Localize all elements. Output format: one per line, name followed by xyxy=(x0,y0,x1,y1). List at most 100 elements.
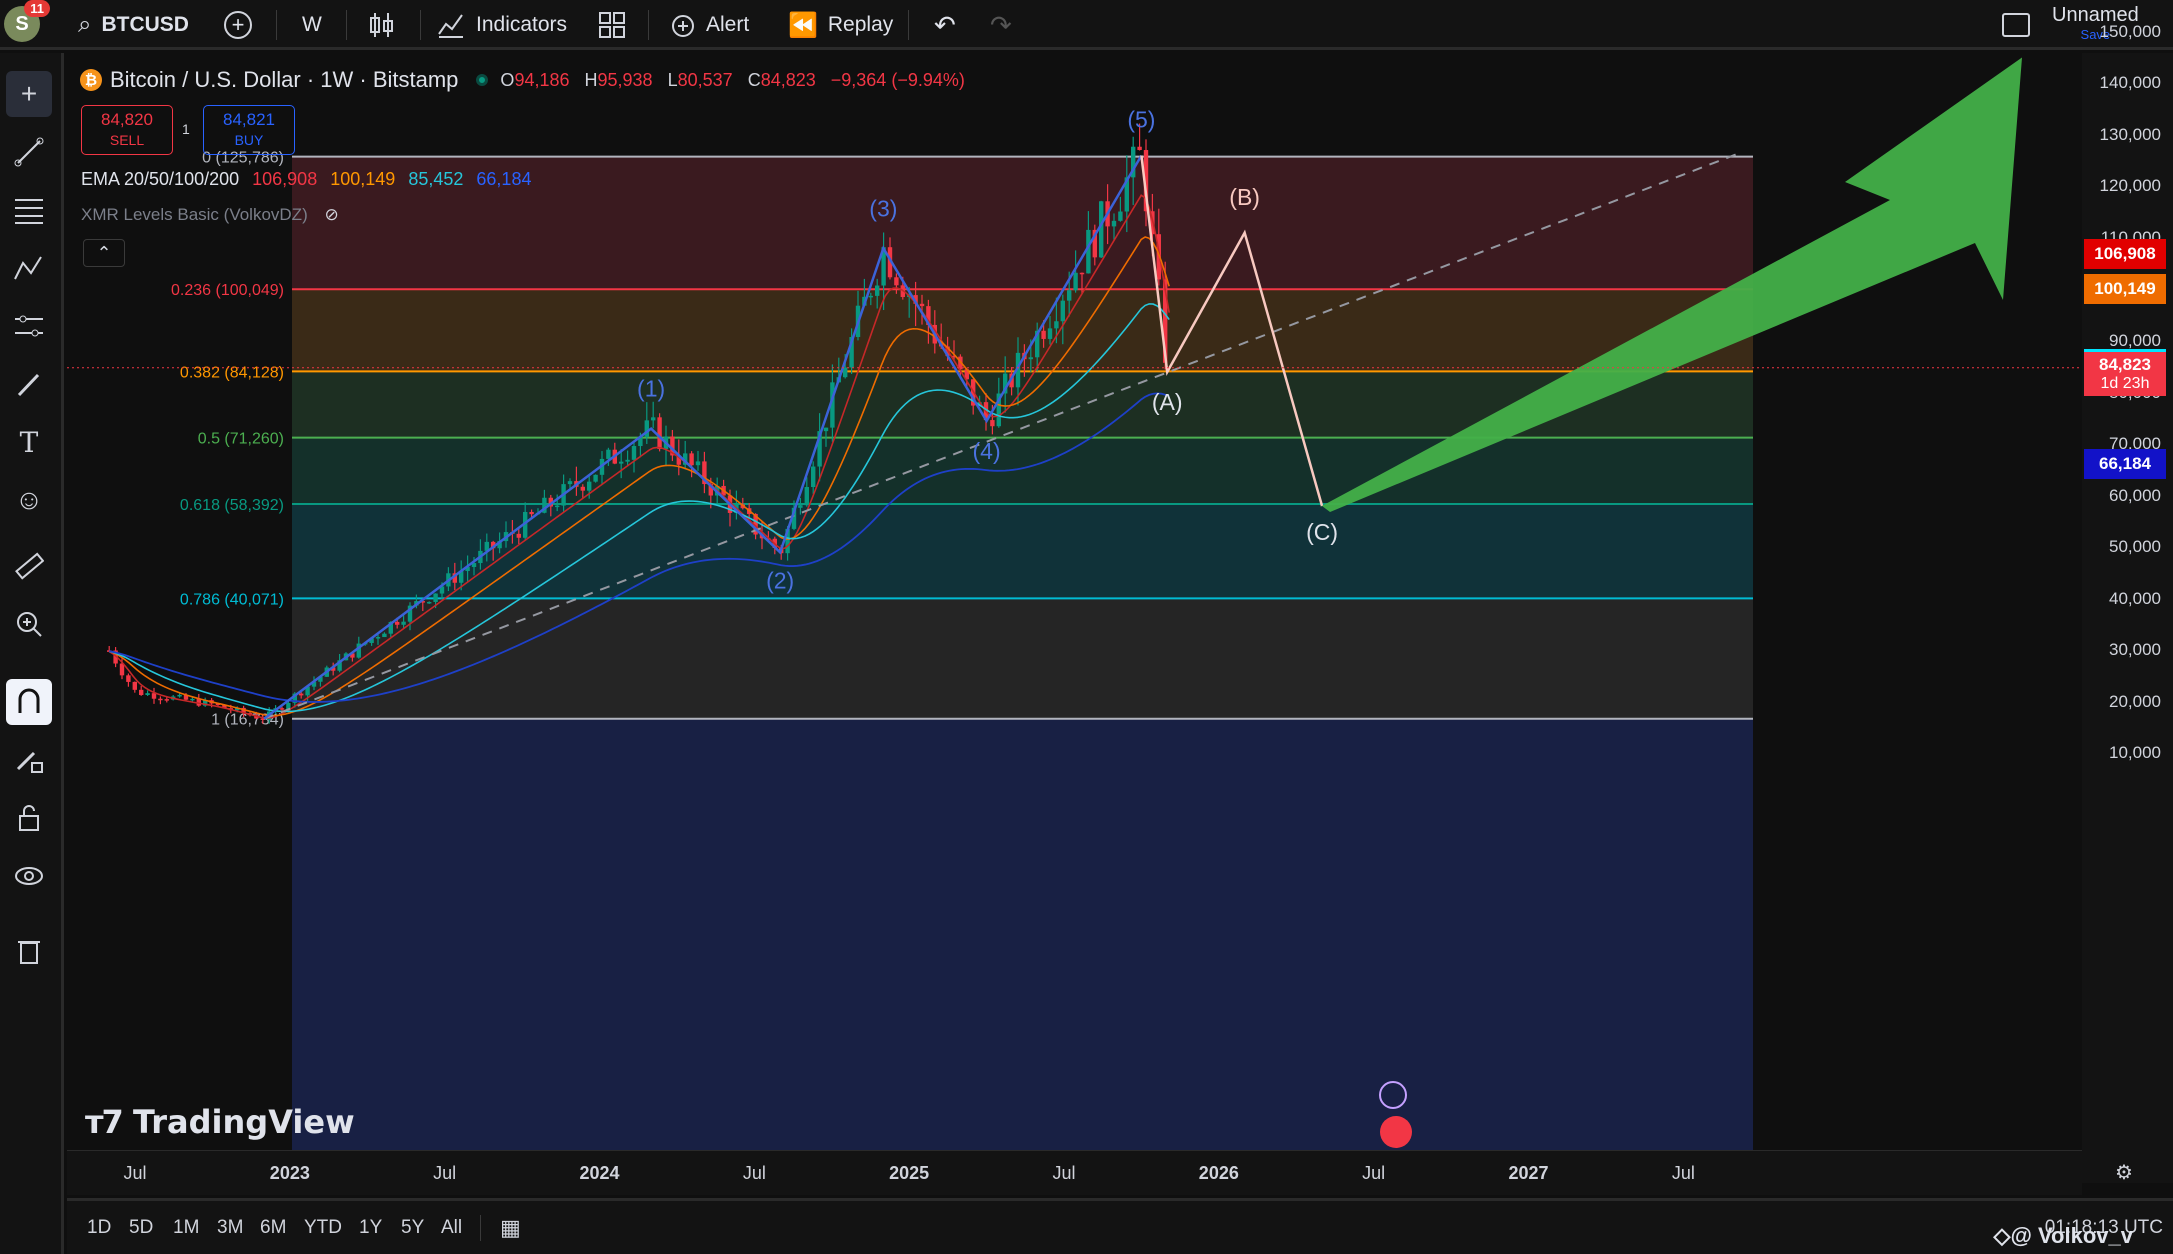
range-button-1y[interactable]: 1Y xyxy=(359,1217,383,1238)
brush-tool[interactable] xyxy=(6,361,52,407)
lock-tool[interactable] xyxy=(6,795,52,841)
fib-tool[interactable] xyxy=(6,187,52,233)
time-tick: Jul xyxy=(1671,1163,1695,1183)
range-button-5d[interactable]: 5D xyxy=(129,1217,154,1238)
chart-canvas[interactable]: 0 (125,786) 0.236 (100,049) 0.382 (84,128)… xyxy=(67,53,2082,1183)
series-title[interactable]: Bitcoin / U.S. Dollar · 1W · Bitstamp xyxy=(110,67,459,92)
notification-badge: 11 xyxy=(24,0,50,17)
interval-button[interactable]: W xyxy=(302,0,322,50)
crosshair-tool[interactable]: + xyxy=(6,71,52,117)
current-price-tag: 84,823 1d 23h xyxy=(2084,351,2166,396)
candle-body xyxy=(522,511,528,538)
wave-label: (B) xyxy=(1229,184,1260,210)
candle-body xyxy=(1092,229,1097,258)
top-toolbar: S 11 ⌕ BTCUSD + W Indicators Alert ⏪ Repla… xyxy=(0,0,2173,50)
candle-body xyxy=(670,436,675,456)
tradingview-watermark: ᴛ7 TradingView xyxy=(85,1103,355,1141)
range-button-1d[interactable]: 1D xyxy=(87,1217,112,1238)
replay-button[interactable]: ⏪ Replay xyxy=(788,0,893,50)
user-avatar[interactable]: S 11 xyxy=(4,0,50,42)
trendline-tool[interactable] xyxy=(6,129,52,175)
ruler-tool[interactable] xyxy=(6,543,52,589)
sell-button[interactable]: 84,820 SELL xyxy=(81,105,173,155)
text-icon: T xyxy=(19,425,39,459)
chart-pane[interactable]: 0 (125,786) 0.236 (100,049) 0.382 (84,128)… xyxy=(67,53,2082,1183)
lock-drawing-tool[interactable] xyxy=(6,737,52,783)
fib-level-label: 0.618 (58,392) xyxy=(180,497,284,514)
pattern-tool[interactable] xyxy=(6,245,52,291)
price-tick: 30,000 xyxy=(2109,640,2161,660)
alert-button[interactable]: Alert xyxy=(668,0,749,50)
candle-body xyxy=(1028,357,1033,360)
range-button-ytd[interactable]: YTD xyxy=(304,1217,342,1238)
watermark-label: TradingView xyxy=(132,1103,355,1141)
time-scale[interactable]: Jul 2023 Jul 2024 Jul 2025 Jul 2026 Jul 2027 Jul xyxy=(67,1150,2082,1195)
candle-body xyxy=(1047,328,1053,339)
indicators-button[interactable]: Indicators xyxy=(436,0,567,50)
emoji-tool[interactable]: ☺ xyxy=(6,477,52,523)
wave-label: (4) xyxy=(973,438,1001,464)
redo-button[interactable]: ↷ xyxy=(990,0,1012,50)
range-button-3m[interactable]: 3M xyxy=(217,1217,244,1238)
candle-body xyxy=(426,601,432,604)
candle-body xyxy=(311,681,317,687)
candle-body xyxy=(631,446,637,460)
chart-type-button[interactable] xyxy=(368,0,396,50)
undo-button[interactable]: ↶ xyxy=(934,0,956,50)
candle-body xyxy=(113,650,118,664)
xmr-indicator-legend[interactable]: XMR Levels Basic (VolkovDZ) ⊘ xyxy=(81,205,339,225)
indicators-label: Indicators xyxy=(476,13,568,36)
candle-body xyxy=(593,474,598,482)
ruler-icon xyxy=(15,552,44,580)
layout-name[interactable]: Unnamed Save xyxy=(2052,4,2139,42)
range-button-1m[interactable]: 1M xyxy=(173,1217,200,1238)
price-tag-ema20: 106,908 xyxy=(2084,238,2166,269)
interval-label: W xyxy=(302,13,322,36)
collapse-legend-button[interactable]: ⌃ xyxy=(83,239,125,267)
candle-body xyxy=(1086,229,1091,274)
range-button-all[interactable]: All xyxy=(441,1217,463,1238)
quantity-label[interactable]: 1 xyxy=(182,121,190,137)
magnet-tool[interactable] xyxy=(6,679,52,725)
layouts-button[interactable] xyxy=(598,0,626,50)
settings-gear-icon[interactable]: ⚙ xyxy=(2115,1162,2133,1184)
visibility-tool[interactable] xyxy=(6,853,52,899)
candle-body xyxy=(350,653,355,658)
range-button-5y[interactable]: 5Y xyxy=(401,1217,425,1238)
candle-body xyxy=(1041,330,1046,339)
candle-body xyxy=(823,427,829,432)
date-range-button[interactable]: ▦ xyxy=(500,1215,521,1241)
candle-body xyxy=(1073,272,1078,291)
close-label: C xyxy=(747,69,761,90)
forecast-tool[interactable] xyxy=(6,303,52,349)
time-tick: Jul xyxy=(1052,1163,1076,1183)
fib-zone xyxy=(292,156,1753,290)
delete-tool[interactable] xyxy=(6,927,52,973)
layout-name-label: Unnamed xyxy=(2052,4,2139,26)
price-tick: 120,000 xyxy=(2099,176,2161,196)
layout-checkbox[interactable] xyxy=(2002,0,2030,50)
clock[interactable]: 01:18:13 UTC xyxy=(2045,1217,2163,1239)
symbol-search[interactable]: ⌕ BTCUSD xyxy=(78,0,189,50)
candle-body xyxy=(407,605,413,622)
ema-legend[interactable]: EMA 20/50/100/200 106,908 100,149 85,452… xyxy=(81,169,531,190)
candle-body xyxy=(868,295,873,298)
candle-body xyxy=(881,247,886,286)
wave-label: (1) xyxy=(637,376,665,402)
candles-icon xyxy=(370,13,393,37)
buy-button[interactable]: 84,821 BUY xyxy=(203,105,295,155)
search-icon: ⌕ xyxy=(78,11,92,38)
hidden-eye-icon[interactable]: ⊘ xyxy=(324,205,339,224)
fib-levels-icon xyxy=(15,199,43,224)
replay-label: Replay xyxy=(827,13,894,36)
divider xyxy=(648,10,649,40)
alert-label: Alert xyxy=(706,13,750,36)
candle-body xyxy=(1111,220,1117,227)
price-scale[interactable]: 150,000 140,000 130,000 120,000 110,000 90,00… xyxy=(2082,22,2173,1183)
compare-button[interactable]: + xyxy=(224,0,252,50)
alarm-clock-icon xyxy=(672,15,694,37)
fib-level-label: 0.786 (40,071) xyxy=(180,591,284,608)
text-tool[interactable]: T xyxy=(6,419,52,465)
range-button-6m[interactable]: 6M xyxy=(260,1217,287,1238)
zoom-tool[interactable] xyxy=(6,601,52,647)
